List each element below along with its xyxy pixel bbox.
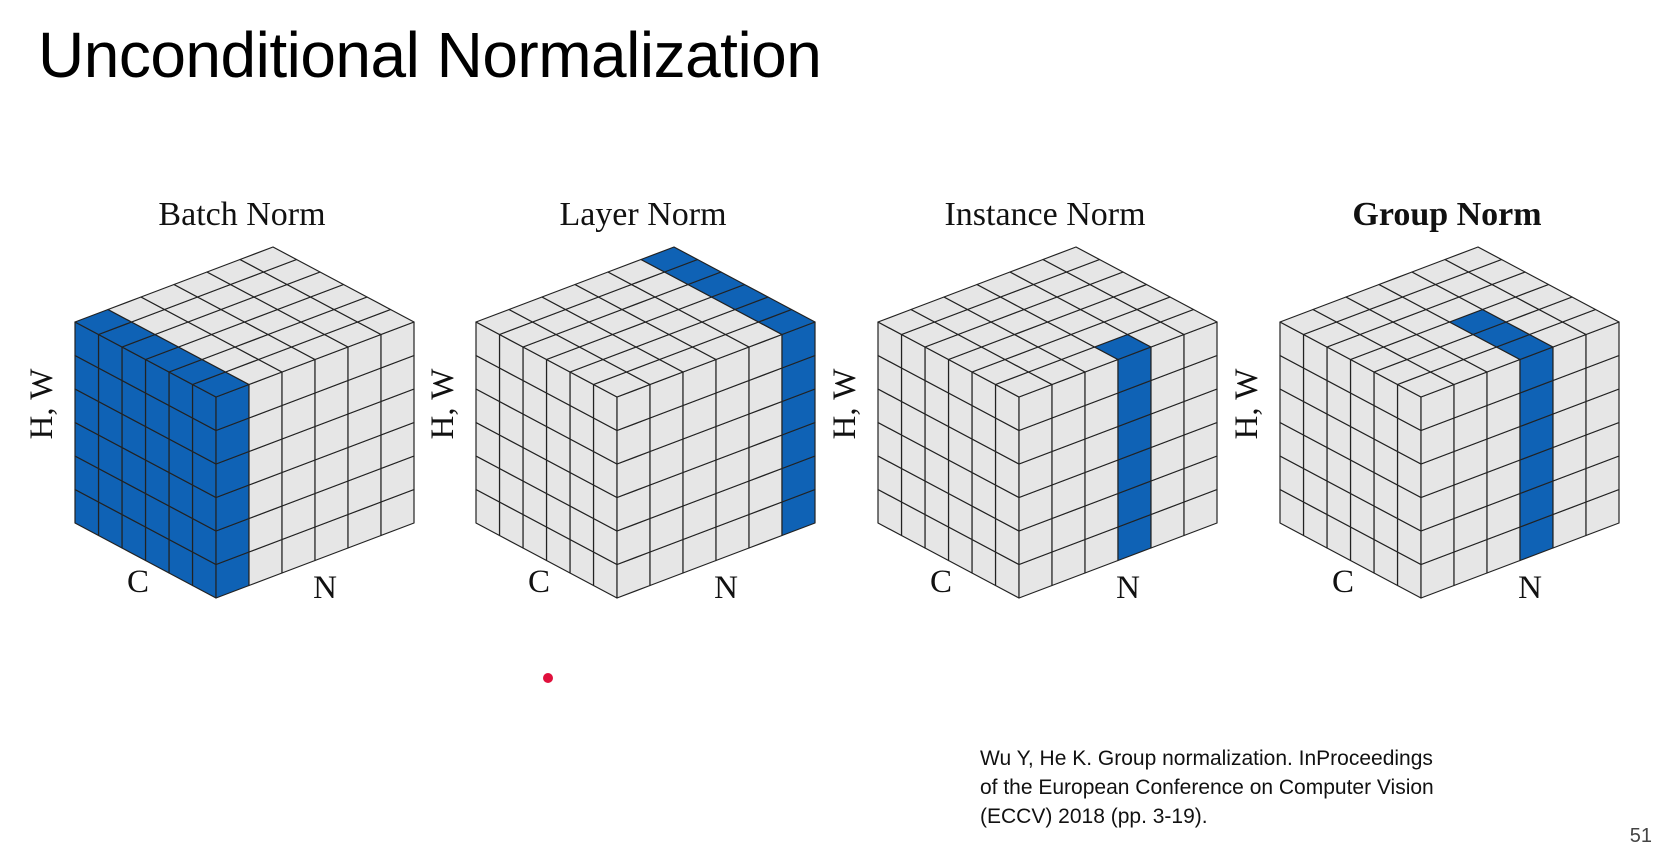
axis-label-c: C xyxy=(127,564,149,600)
layer-norm-title: Layer Norm xyxy=(559,196,726,233)
batch-norm-cube: Batch Norm H, W C N xyxy=(24,196,415,606)
axis-label-hw: H, W xyxy=(425,368,461,440)
citation-line: of the European Conference on Computer V… xyxy=(980,776,1434,799)
axis-label-hw: H, W xyxy=(827,368,863,440)
laser-pointer-dot xyxy=(543,673,553,683)
axis-label-n: N xyxy=(1518,570,1542,606)
axis-label-c: C xyxy=(930,564,952,600)
axis-label-c: C xyxy=(1332,564,1354,600)
axis-label-hw: H, W xyxy=(24,368,60,440)
axis-label-n: N xyxy=(313,570,337,606)
layer-norm-cube: Layer Norm H, W C N xyxy=(425,196,816,606)
citation-line: Wu Y, He K. Group normalization. InProce… xyxy=(980,747,1433,770)
group-norm-cube: Group Norm H, W C N xyxy=(1229,196,1620,606)
citation: Wu Y, He K. Group normalization. InProce… xyxy=(980,744,1520,831)
axis-label-n: N xyxy=(1116,570,1140,606)
page-number: 51 xyxy=(1629,825,1652,847)
batch-norm-title: Batch Norm xyxy=(158,196,325,233)
instance-norm-title: Instance Norm xyxy=(944,196,1145,233)
instance-norm-cube: Instance Norm H, W C N xyxy=(827,196,1218,606)
citation-line: (ECCV) 2018 (pp. 3-19). xyxy=(980,805,1208,828)
axis-label-c: C xyxy=(528,564,550,600)
axis-label-hw: H, W xyxy=(1229,368,1265,440)
slide-title: Unconditional Normalization xyxy=(38,19,822,91)
axis-label-n: N xyxy=(714,570,738,606)
group-norm-title: Group Norm xyxy=(1352,196,1541,233)
